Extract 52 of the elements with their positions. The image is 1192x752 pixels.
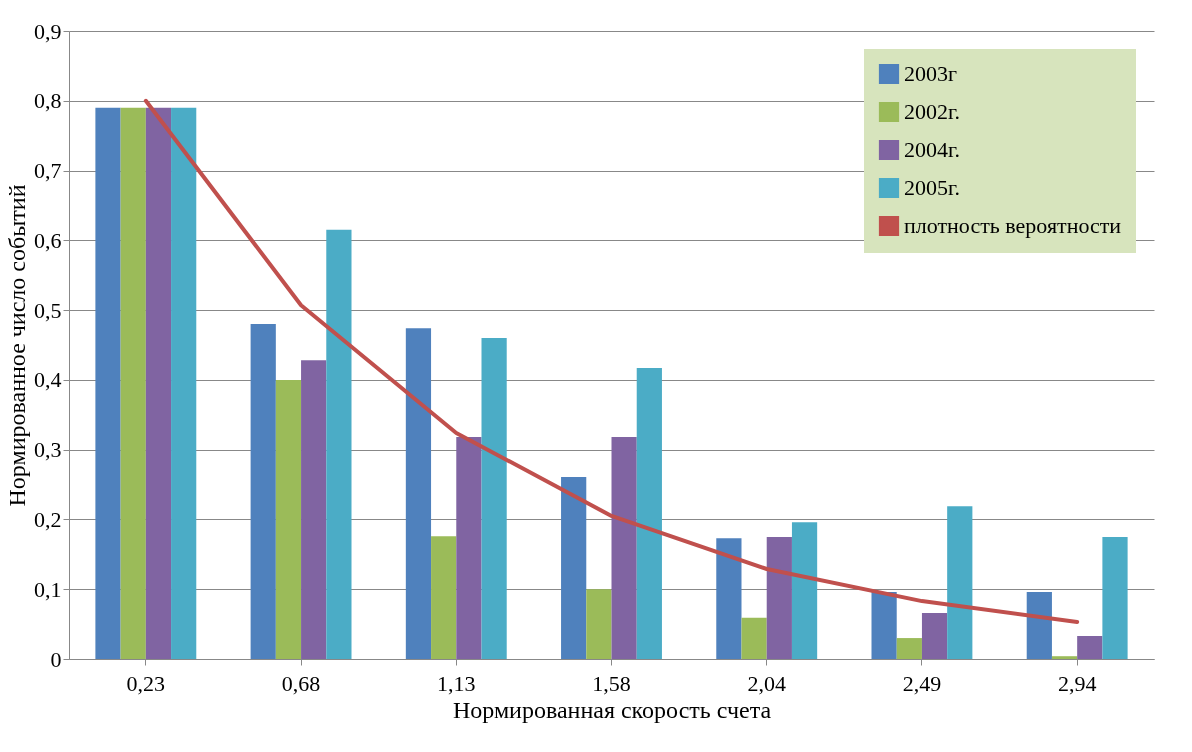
y-tick-label: 0,7 xyxy=(34,158,62,184)
x-tick-label: 2,49 xyxy=(902,670,942,696)
bar xyxy=(586,589,612,659)
bar xyxy=(947,506,973,659)
bar xyxy=(741,617,767,659)
legend-label: плотность вероятности xyxy=(904,213,1122,238)
bar xyxy=(326,229,352,659)
legend-label: 2004г. xyxy=(904,137,961,162)
x-tick-label: 2,94 xyxy=(1057,670,1097,696)
y-tick-label: 0,8 xyxy=(34,88,62,114)
legend-label: 2005г. xyxy=(904,175,961,200)
bar xyxy=(1077,635,1103,659)
y-tick-label: 0,2 xyxy=(34,506,62,532)
bar xyxy=(921,612,948,659)
bar xyxy=(1051,656,1078,659)
bar xyxy=(1102,536,1128,659)
x-tick-label: 1,58 xyxy=(592,670,631,696)
bar xyxy=(275,379,302,659)
x-tick-label: 1,13 xyxy=(437,670,476,696)
y-tick-label: 0,4 xyxy=(34,367,62,393)
x-tick-label: 2,04 xyxy=(747,670,786,696)
x-tick-label: 0,23 xyxy=(126,670,166,696)
y-tick-label: 0,6 xyxy=(34,227,62,253)
y-tick-label: 0,1 xyxy=(34,576,62,602)
bar xyxy=(896,638,922,659)
bar xyxy=(636,368,662,659)
y-tick-label: 0,9 xyxy=(34,18,62,44)
y-axis-title: Нормированное число событий xyxy=(4,184,30,507)
x-axis-title: Нормированная скорость счета xyxy=(452,696,772,723)
bar xyxy=(716,538,742,659)
legend-label: 2003г xyxy=(904,61,958,86)
bar xyxy=(431,536,457,659)
bar xyxy=(611,437,637,659)
x-tick-label: 0,68 xyxy=(281,670,321,696)
y-tick-label: 0 xyxy=(50,646,62,672)
y-tick-label: 0,5 xyxy=(34,297,62,323)
bar xyxy=(766,536,792,659)
bar xyxy=(791,522,818,659)
bar xyxy=(95,107,121,659)
bar xyxy=(871,592,897,659)
y-tick-label: 0,3 xyxy=(34,437,62,463)
bar xyxy=(145,107,172,659)
bar xyxy=(1026,592,1052,659)
bar xyxy=(250,324,276,659)
bar xyxy=(561,476,587,659)
bar xyxy=(171,107,197,659)
legend-label: 2002г. xyxy=(904,99,961,124)
bar xyxy=(405,328,432,659)
bar xyxy=(456,437,482,659)
bar xyxy=(481,338,507,659)
bar xyxy=(120,107,146,659)
bar xyxy=(301,360,327,659)
